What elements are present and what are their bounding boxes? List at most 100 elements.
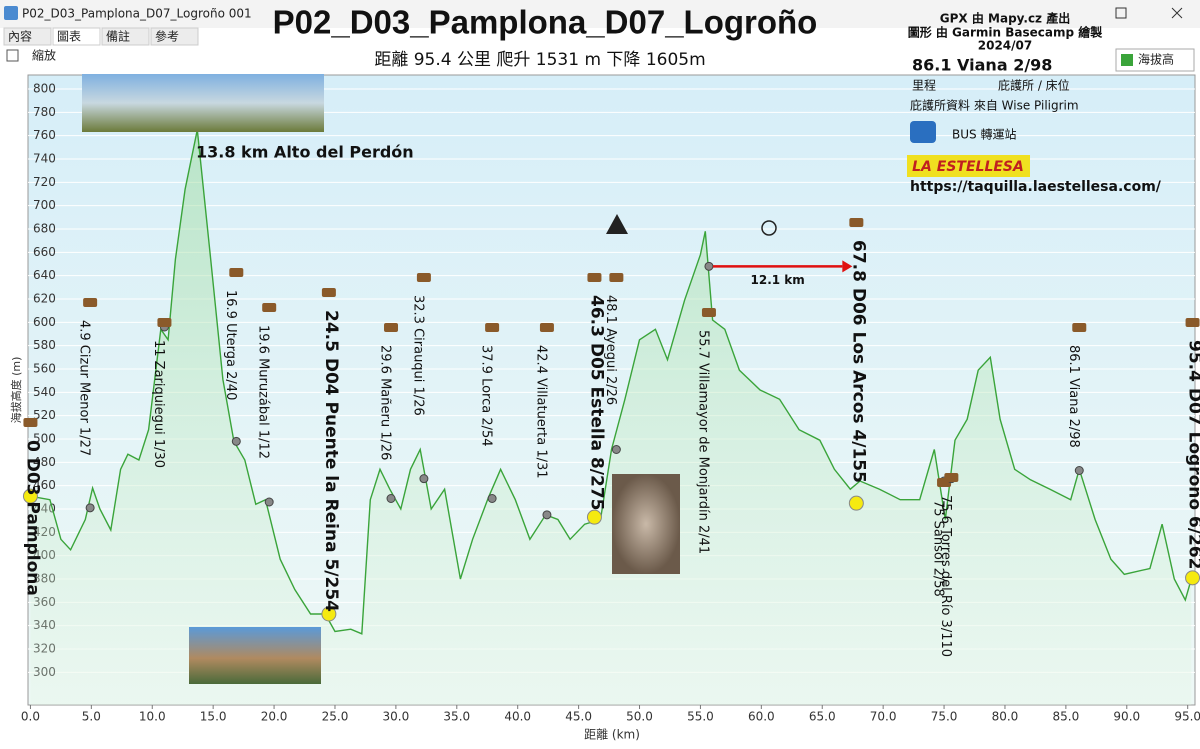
x-tick-label: 5.0 (82, 710, 101, 724)
waypoint-label: 55.7 Villamayor de Monjardín 2/41 (695, 330, 710, 554)
credit: 2024/07 (978, 39, 1032, 53)
waypoint-marker (22, 488, 38, 504)
x-tick-label: 70.0 (870, 710, 897, 724)
waypoint-marker (542, 510, 552, 520)
x-tick-label: 95.0 (1174, 710, 1200, 724)
tab-label: 參考 (155, 29, 179, 44)
waypoint-label: 16.9 Uterga 2/40 (223, 290, 238, 400)
y-tick-label: 680 (33, 222, 56, 236)
waypoint-marker (1074, 466, 1084, 475)
zoom-checkbox[interactable] (6, 49, 19, 62)
photo-fountain (612, 474, 680, 574)
tab-label: 備註 (106, 29, 130, 44)
waypoint-label: 4.9 Cizur Menor 1/27 (77, 320, 92, 456)
x-tick-label: 25.0 (322, 710, 349, 724)
albergue-icon (384, 323, 399, 332)
y-tick-label: 500 (33, 432, 56, 446)
y-tick-label: 700 (33, 198, 56, 212)
albergue-icon (539, 323, 554, 332)
brand: LA ESTELLESA (912, 159, 1024, 175)
waypoint-label: 67.8 D06 Los Arcos 4/155 (848, 240, 868, 483)
albergue-icon (83, 298, 98, 307)
waypoint-label: 42.4 Villatuerta 1/31 (533, 345, 548, 479)
y-tick-label: 640 (33, 268, 56, 282)
area-fill (30, 129, 1192, 706)
x-tick-label: 20.0 (261, 710, 288, 724)
legend-swatch (1121, 54, 1133, 66)
albergue-icon (321, 288, 336, 297)
waypoint-marker (487, 494, 497, 503)
tab[interactable] (150, 27, 199, 46)
albergue-icon (229, 268, 244, 277)
x-tick-label: 80.0 (992, 710, 1019, 724)
tab[interactable] (52, 27, 101, 46)
y-tick-label: 460 (33, 478, 56, 492)
waypoint-label: 75.6 Torres del Río 3/110 (938, 495, 953, 657)
credit: 圖形 由 Garmin Basecamp 繪製 (908, 25, 1104, 40)
x-tick-label: 90.0 (1113, 710, 1140, 724)
y-tick-label: 720 (33, 175, 56, 189)
x-tick-label: 55.0 (687, 710, 714, 724)
x-tick-label: 10.0 (139, 710, 166, 724)
waypoint-marker (419, 474, 429, 484)
bus-icon (910, 121, 936, 143)
albergue-icon (1072, 323, 1087, 332)
tab[interactable] (101, 27, 150, 46)
tab[interactable] (3, 27, 52, 46)
waypoint-marker (1185, 570, 1200, 586)
waypoint-marker (704, 261, 714, 271)
tab-label: 圖表 (57, 30, 81, 44)
albergue-icon (416, 273, 431, 282)
zoom-label: 縮放 (32, 48, 56, 63)
brand-badge (907, 155, 1030, 177)
tab-label: 內容 (8, 29, 32, 44)
waypoint-label: 86.1 Viana 2/98 (1066, 345, 1081, 448)
arrow-label: 12.1 km (751, 273, 805, 287)
title-bar (0, 0, 1200, 28)
y-tick-label: 780 (33, 105, 56, 119)
note: 里程 (912, 78, 936, 93)
legend (1115, 48, 1195, 72)
app-icon (4, 6, 18, 20)
x-tick-label: 60.0 (748, 710, 775, 724)
waypoint-marker (264, 497, 274, 507)
headline: 86.1 Viana 2/98 (912, 56, 1052, 75)
x-tick-label: 50.0 (626, 710, 653, 724)
albergue-icon (157, 318, 172, 327)
y-tick-label: 660 (33, 245, 56, 259)
albergue-icon (485, 323, 500, 332)
waypoint-label: 0 D03 Pamplona (22, 440, 42, 596)
albergue-icon (609, 273, 624, 282)
x-axis-label: 距離 (km) (584, 728, 640, 742)
x-tick-label: 15.0 (200, 710, 227, 724)
legend-label: 海拔高 (1138, 52, 1174, 67)
window-title: P02_D03_Pamplona_D07_Logroño 001 (22, 7, 252, 21)
restore-button[interactable] (1115, 7, 1127, 19)
elevation-line (30, 129, 1192, 635)
y-tick-label: 480 (33, 455, 56, 469)
albergue-icon (849, 218, 864, 227)
y-tick-label: 620 (33, 292, 56, 306)
y-tick-label: 740 (33, 152, 56, 166)
close-button[interactable] (1171, 7, 1183, 19)
y-tick-label: 560 (33, 362, 56, 376)
note: 庇護所資料 來自 Wise Piligrim (910, 98, 1079, 113)
x-tick-label: 45.0 (565, 710, 592, 724)
albergue-icon (701, 308, 716, 317)
waypoint-label: 48.1 Ayegui 2/26 (603, 295, 618, 405)
y-tick-label: 520 (33, 408, 56, 422)
waypoint-marker (848, 495, 864, 511)
photo-puente-la-reina (189, 627, 321, 684)
y-tick-label: 800 (33, 82, 56, 96)
waypoint-label: 32.3 Cirauqui 1/26 (410, 295, 425, 416)
tent-icon (606, 214, 628, 234)
albergue-icon (587, 273, 602, 282)
waypoint-label: 29.6 Mañeru 1/26 (378, 345, 393, 460)
waypoint-marker (231, 436, 241, 446)
x-tick-label: 35.0 (443, 710, 470, 724)
waypoint-marker (85, 503, 95, 513)
url: https://taquilla.laestellesa.com/ (910, 179, 1162, 195)
chart-subtitle: 距離 95.4 公里 爬升 1531 m 下降 1605m (374, 50, 705, 70)
y-tick-label: 760 (33, 128, 56, 142)
